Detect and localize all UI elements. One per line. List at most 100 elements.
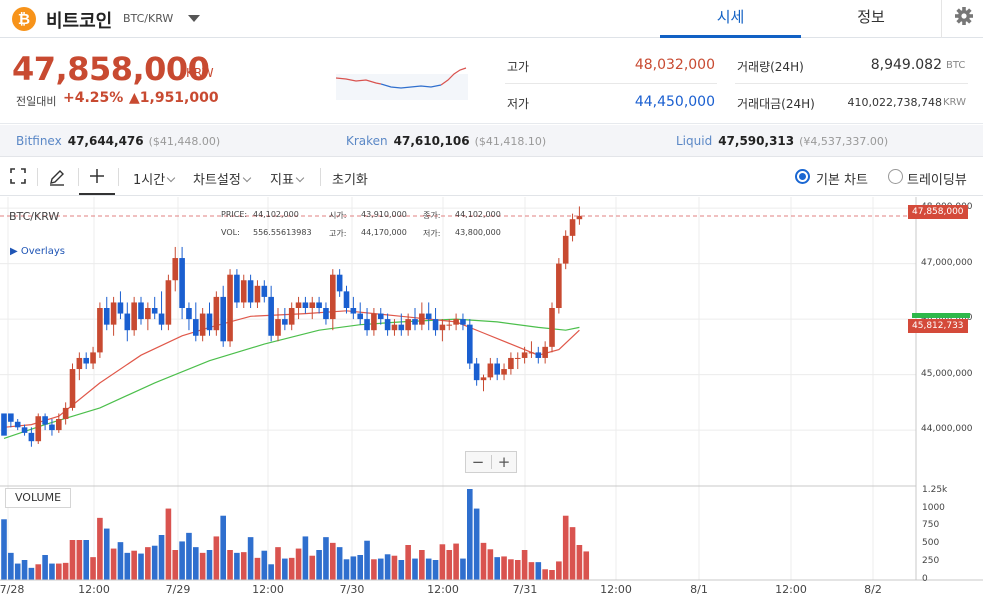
overlays-toggle[interactable]: ▶ Overlays (10, 246, 65, 257)
fullscreen-icon[interactable] (10, 168, 26, 188)
candle-body (179, 258, 185, 308)
candle-body (42, 416, 48, 425)
price-chart[interactable] (0, 197, 983, 607)
indicators-menu[interactable]: 지표 (270, 169, 305, 188)
interval-select[interactable]: 1시간 (133, 169, 176, 188)
info-high: 44,170,000 (361, 228, 407, 237)
volume-bar (21, 560, 28, 580)
time-tick-label: 12:00 (600, 583, 632, 596)
candle-body (186, 308, 192, 320)
tradingview-radio[interactable] (888, 169, 903, 184)
volume-bar (220, 515, 226, 580)
volume-bar (90, 557, 96, 580)
candle-body (90, 352, 96, 364)
zoom-out-button[interactable]: − (471, 453, 485, 471)
pencil-icon[interactable] (48, 168, 66, 190)
candle-body (1, 413, 7, 436)
exchange-jpy-price: (¥4,537,337.00) (799, 135, 889, 148)
volume-bar (343, 559, 350, 580)
volume-bar (110, 548, 117, 580)
info-price-label: PRICE: (221, 210, 248, 219)
high-value: 48,032,000 (634, 57, 715, 73)
candle-body (193, 319, 199, 336)
volume-bar (8, 552, 14, 580)
chart-settings-menu[interactable]: 차트설정 (193, 169, 252, 188)
coin-dropdown-icon[interactable] (188, 15, 200, 22)
volume-bar (377, 558, 384, 580)
volume-bar (446, 550, 453, 580)
price-tick-label: 45,000,000 (921, 368, 973, 379)
volume-bar (14, 563, 21, 580)
volume-bar (501, 556, 507, 580)
volume-bar (419, 550, 425, 580)
price-summary: 47,858,000 KRW 전일대비 +4.25% ▲1,951,000 고가… (0, 38, 983, 124)
volume-bar (309, 555, 316, 580)
crosshair-icon[interactable] (88, 167, 106, 189)
volume-bar (268, 564, 274, 580)
change-percent: +4.25% (63, 90, 124, 106)
candle-body (227, 274, 233, 342)
candle-body (350, 308, 357, 314)
basic-chart-radio[interactable] (795, 169, 810, 184)
overlays-label: Overlays (20, 246, 65, 257)
volume-tick-label: 250 (922, 556, 940, 567)
basic-chart-label[interactable]: 기본 차트 (816, 173, 868, 188)
exchange-name: Liquid (676, 134, 713, 148)
candle-body (240, 280, 247, 303)
info-vol-label: VOL: (221, 228, 240, 237)
candle-body (261, 285, 268, 297)
candle-body (501, 369, 507, 375)
volume-bar (282, 558, 288, 580)
candle-body (446, 324, 453, 326)
amount-label: 거래대금(24H) (737, 97, 815, 111)
candle-body (556, 263, 562, 308)
volume-bar (405, 545, 411, 580)
volume-bar (302, 536, 309, 580)
volume-bar (62, 562, 69, 580)
candle-body (21, 427, 28, 433)
candle-body (69, 369, 76, 408)
chart-settings-label: 차트설정 (193, 173, 241, 188)
exchange-usd-price: ($41,418.10) (474, 135, 547, 148)
volume-pane-label: VOLUME (5, 488, 71, 508)
volume-bar (49, 563, 55, 580)
volume-bar (330, 542, 336, 580)
volume-bar (323, 537, 329, 580)
candle-body (508, 357, 514, 370)
info-vol: 556.55613983 (253, 228, 312, 237)
info-high-label: 고가: (329, 229, 347, 238)
exchange-price-bar: Bitfinex 47,644,476 ($41,448.00) Kraken 47,… (0, 125, 983, 157)
volume-tick-label: 500 (922, 538, 940, 549)
reset-button[interactable]: 초기화 (332, 173, 368, 188)
info-close: 44,102,000 (455, 210, 501, 219)
zoom-in-button[interactable]: + (497, 453, 511, 471)
volume-bars (1, 489, 590, 580)
chart-symbol: BTC/KRW (9, 210, 60, 223)
tradingview-label[interactable]: 트레이딩뷰 (907, 173, 967, 188)
chevron-down-icon (166, 173, 176, 183)
volume-bar (364, 540, 370, 580)
volume-bar (336, 547, 343, 580)
time-tick-label: 8/2 (864, 583, 882, 596)
volume-bar (439, 544, 446, 580)
volume-bar (131, 550, 137, 580)
candle-body (542, 346, 548, 358)
volume-bar (480, 542, 487, 580)
tab-market[interactable]: 시세 (660, 0, 801, 38)
candle-body (124, 313, 131, 331)
settings-gear-icon[interactable] (941, 0, 983, 38)
candle-body (288, 308, 295, 325)
volume-bar (562, 515, 569, 580)
candle-body (405, 319, 411, 331)
candle-body (514, 357, 521, 359)
candle-body (494, 363, 500, 375)
candle-body (158, 313, 165, 325)
candle-body (145, 308, 151, 320)
change-amount: ▲1,951,000 (129, 90, 219, 106)
time-tick-label: 7/31 (512, 583, 538, 596)
tab-info[interactable]: 정보 (857, 8, 885, 26)
volume-bar (138, 553, 144, 580)
candle-body (282, 319, 288, 325)
candle-body (576, 215, 583, 220)
time-tick-label: 8/1 (690, 583, 708, 596)
